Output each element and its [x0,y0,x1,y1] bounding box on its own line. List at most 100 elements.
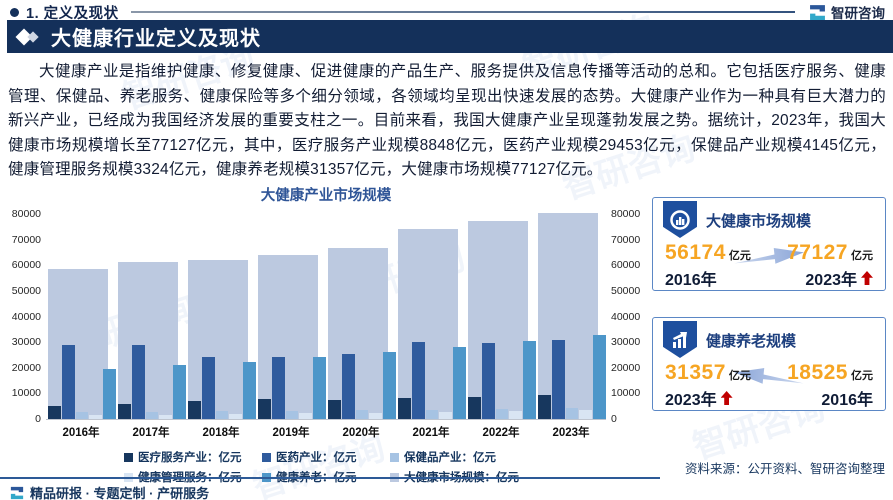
stat-2016: 18525 亿元 2016年 [787,361,873,410]
bar-pharmaceutical [271,357,285,419]
bar-cluster [118,205,186,419]
legend-label: 医疗服务产业：亿元 [138,452,242,464]
bar-medical-services [118,404,131,419]
bar-health-management [299,413,313,419]
bar-medical-services [538,395,551,419]
banner-title: 大健康行业定义及现状 [51,28,261,50]
stat-year: 2023年 [665,392,717,409]
trend-up-icon [720,391,733,405]
bar-health-products [215,411,229,419]
brand-logo-icon [810,4,825,20]
chart-bar-group [536,205,606,419]
chart-bar-group [326,205,396,419]
x-axis-label: 2021年 [412,427,450,439]
trend-up-icon [861,271,873,285]
bar-cluster [188,205,256,419]
bar-elderly-care [593,335,606,419]
footer-divider [0,477,660,479]
bar-pharmaceutical [341,354,355,419]
stat-value: 77127 [787,241,848,264]
stat-unit: 亿元 [851,250,873,262]
stat-unit: 亿元 [728,250,751,262]
market-scale-panel: 大健康市场规模 56174 亿元 2016年 77127 亿元 [652,197,886,291]
bar-total-market [188,259,248,419]
chart-bar-group [466,205,536,419]
y-axis-tick: 80000 [611,208,641,220]
x-axis-label: 2022年 [482,427,520,439]
x-axis-label: 2017年 [132,427,170,439]
y-axis-tick: 50000 [611,284,641,297]
bar-elderly-care [103,369,116,419]
bar-total-market [398,228,458,419]
bar-medical-services [328,400,341,419]
bar-health-products [425,409,439,419]
bar-total-market [48,268,108,419]
legend-swatch [262,452,271,462]
bar-pharmaceutical [61,345,75,419]
stat-value: 31357 [665,361,726,384]
y-axis-tick: 60000 [611,259,641,272]
stat-year: 2023年 [805,272,857,289]
bar-medical-services [48,405,61,419]
brand-logo: 智研咨询 [809,2,885,22]
bar-cluster [328,205,396,419]
page-footer: 精品研报 · 专题定制 · 产研服务 [10,483,209,500]
y-axis-tick: 70000 [611,233,641,246]
bar-elderly-care [453,346,466,419]
panel-title: 大健康市场规模 [706,213,812,230]
x-axis-label: 2023年 [552,427,590,439]
bar-pharmaceutical [131,344,145,419]
bar-elderly-care [243,361,256,419]
chart-bar-group [186,205,256,419]
x-axis-label: 2018年 [202,427,240,439]
panel-title: 健康养老规模 [706,333,797,350]
y-axis-tick: 40000 [611,310,641,323]
bar-cluster [538,205,606,419]
chart-bar-group [256,205,326,419]
stat-value: 56174 [665,241,726,264]
y-axis-tick: 20000 [611,361,641,374]
legend-swatch [390,452,399,462]
bar-cluster [48,205,116,419]
y-axis-tick: 10000 [611,387,641,400]
y-axis-tick: 30000 [11,336,41,349]
bar-pharmaceutical [411,341,425,419]
bar-pharmaceutical [551,340,565,419]
source-note: 资料来源：公开资料、智研咨询整理 [684,462,885,476]
stat-unit: 亿元 [728,370,751,382]
stat-value: 18525 [787,361,848,384]
legend-label: 医药产业：亿元 [276,452,357,464]
legend-item: 保健品产业：亿元 [390,449,580,465]
bar-total-market [328,247,388,419]
y-axis-tick: 70000 [11,233,41,246]
bar-total-market [538,212,598,419]
x-axis-label: 2019年 [272,427,310,439]
bar-elderly-care [383,351,396,419]
bar-health-management [509,410,523,419]
legend-swatch [124,452,133,462]
y-axis-tick: 50000 [11,284,41,297]
brand-name: 智研咨询 [831,6,885,21]
stat-2023: 77127 亿元 2023年 [787,241,873,290]
market-size-chart: 大健康产业市场规模 80000 70000 60000 50000 40000 30000… [6,184,646,484]
y-axis-tick: 10000 [11,387,41,400]
legend-item: 医药产业：亿元 [262,449,390,465]
x-axis-label: 2016年 [62,427,100,439]
stat-2016: 56174 亿元 2016年 [665,241,751,290]
bar-total-market [258,255,318,419]
bar-medical-services [188,401,201,419]
bullet-icon [10,7,19,17]
elderly-care-panel: 健康养老规模 31357 亿元 2023年 [652,317,886,411]
x-axis: 2016年 2017年 2018年 2019年 2020年 2021年 2022年 2023年 [46,424,606,440]
bar-medical-services [398,398,411,419]
legend-item: 医疗服务产业：亿元 [124,449,262,465]
growth-arrow-icon [732,364,806,393]
chart-plot [46,205,606,420]
bar-health-management [439,411,453,419]
donut-chart-icon [663,201,697,238]
bar-health-management [159,414,173,419]
bar-cluster [258,205,326,419]
y-axis-right: 80000 70000 60000 50000 40000 30000 20000 10000… [606,205,646,425]
bar-pharmaceutical [481,342,495,419]
